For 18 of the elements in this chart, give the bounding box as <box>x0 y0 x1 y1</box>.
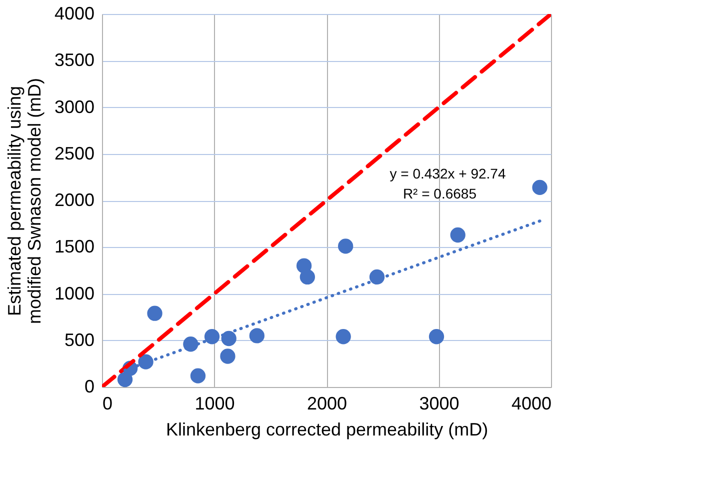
y-tick-label: 1500 <box>54 236 94 257</box>
y-tick-label: 2500 <box>54 143 94 164</box>
y-tick-label: 0 <box>84 376 94 396</box>
x-tick-label: 3000 <box>419 394 460 414</box>
annotation: y = 0.432x + 92.74 <box>390 165 506 182</box>
y-tick-label: 2000 <box>54 190 94 210</box>
y-tick-label: 3000 <box>54 96 94 117</box>
x-tick-label: 4000 <box>511 394 552 414</box>
x-tick-label: 1000 <box>194 394 235 414</box>
annotation: R² = 0.6685 <box>402 185 477 202</box>
y-tick-label: 3500 <box>54 50 94 70</box>
y-tick-label: 1000 <box>54 283 94 304</box>
y-axis-title: Estimated permeability using modified Swnason model (mD) <box>4 78 44 324</box>
x-tick-label: 0 <box>102 394 113 414</box>
x-axis-title: Klinkenberg corrected permeability (mD) <box>166 420 488 440</box>
y-tick-label: 4000 <box>54 4 94 24</box>
x-tick-label: 2000 <box>306 394 348 414</box>
y-tick-label: 500 <box>64 330 94 350</box>
